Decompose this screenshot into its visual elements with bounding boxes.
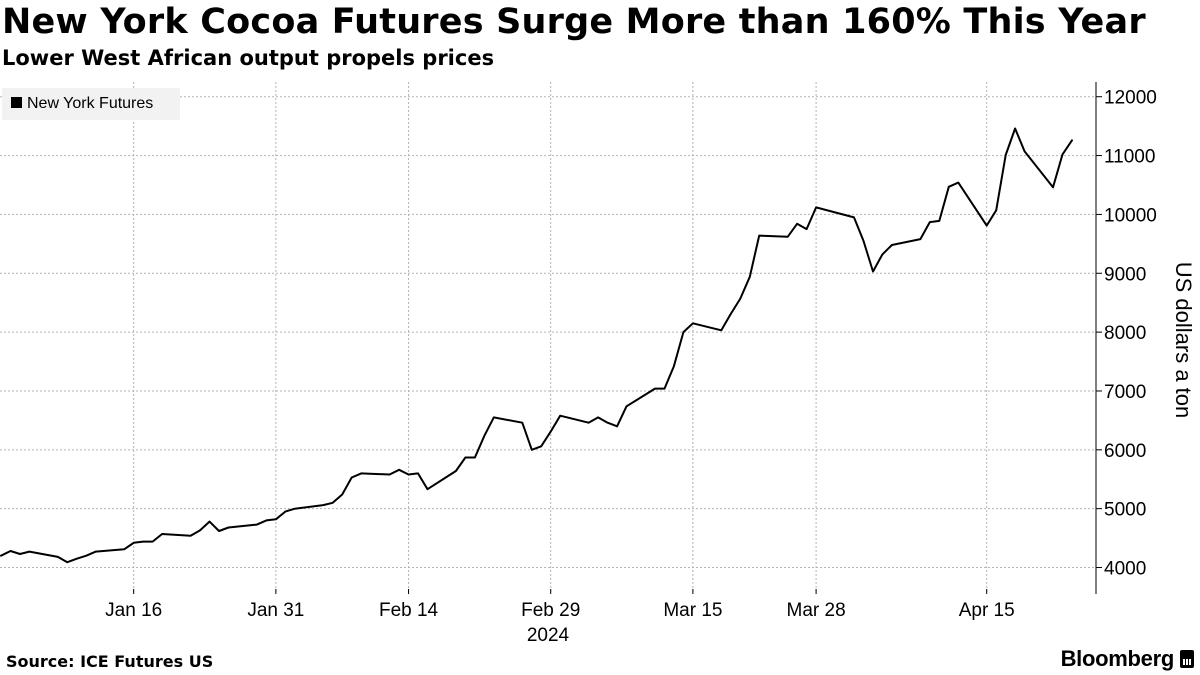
legend: New York Futures <box>2 88 180 120</box>
bloomberg-terminal-icon <box>1180 650 1194 668</box>
y-tick-label: 11000 <box>1104 147 1155 168</box>
x-tick-label: Jan 31 <box>247 600 304 621</box>
y-tick-label: 12000 <box>1104 88 1157 109</box>
x-axis: Jan 16 Jan 31 Feb 14 Feb 29 Mar 15 Mar 28 Apr … <box>105 589 1015 621</box>
x-tick-label: Feb 14 <box>379 600 439 621</box>
x-tick-label: Mar 15 <box>663 600 722 621</box>
y-axis: 4000 5000 6000 7000 8000 9000 10000 11000 12000 <box>1095 82 1157 594</box>
y-tick-label: 4000 <box>1104 559 1146 580</box>
source-note: Source: ICE Futures US <box>6 652 214 671</box>
legend-label: New York Futures <box>27 95 153 112</box>
bloomberg-logo: Bloomberg <box>1061 646 1194 672</box>
legend-background <box>2 88 180 120</box>
x-tick-label: Mar 28 <box>787 600 846 621</box>
y-tick-label: 8000 <box>1104 323 1146 344</box>
data-series <box>0 127 1073 564</box>
series-line-new-york-futures <box>0 127 1073 564</box>
chart-title: New York Cocoa Futures Surge More than 1… <box>2 2 1146 42</box>
y-tick-label: 6000 <box>1104 441 1146 462</box>
brand-name: Bloomberg <box>1060 646 1175 671</box>
y-tick-label: 5000 <box>1104 500 1146 521</box>
y-tick-label: 10000 <box>1104 205 1157 226</box>
x-axis-year-label: 2024 <box>527 625 570 646</box>
y-tick-label: 9000 <box>1104 264 1146 285</box>
chart-subtitle: Lower West African output propels prices <box>2 46 495 70</box>
x-tick-label: Feb 29 <box>521 600 580 621</box>
gridlines <box>0 82 1096 594</box>
x-tick-label: Jan 16 <box>105 600 162 621</box>
x-tick-label: Apr 15 <box>959 600 1015 621</box>
y-axis-label: US dollars a ton <box>1171 262 1196 419</box>
y-tick-label: 7000 <box>1104 382 1146 403</box>
legend-swatch <box>11 97 22 108</box>
